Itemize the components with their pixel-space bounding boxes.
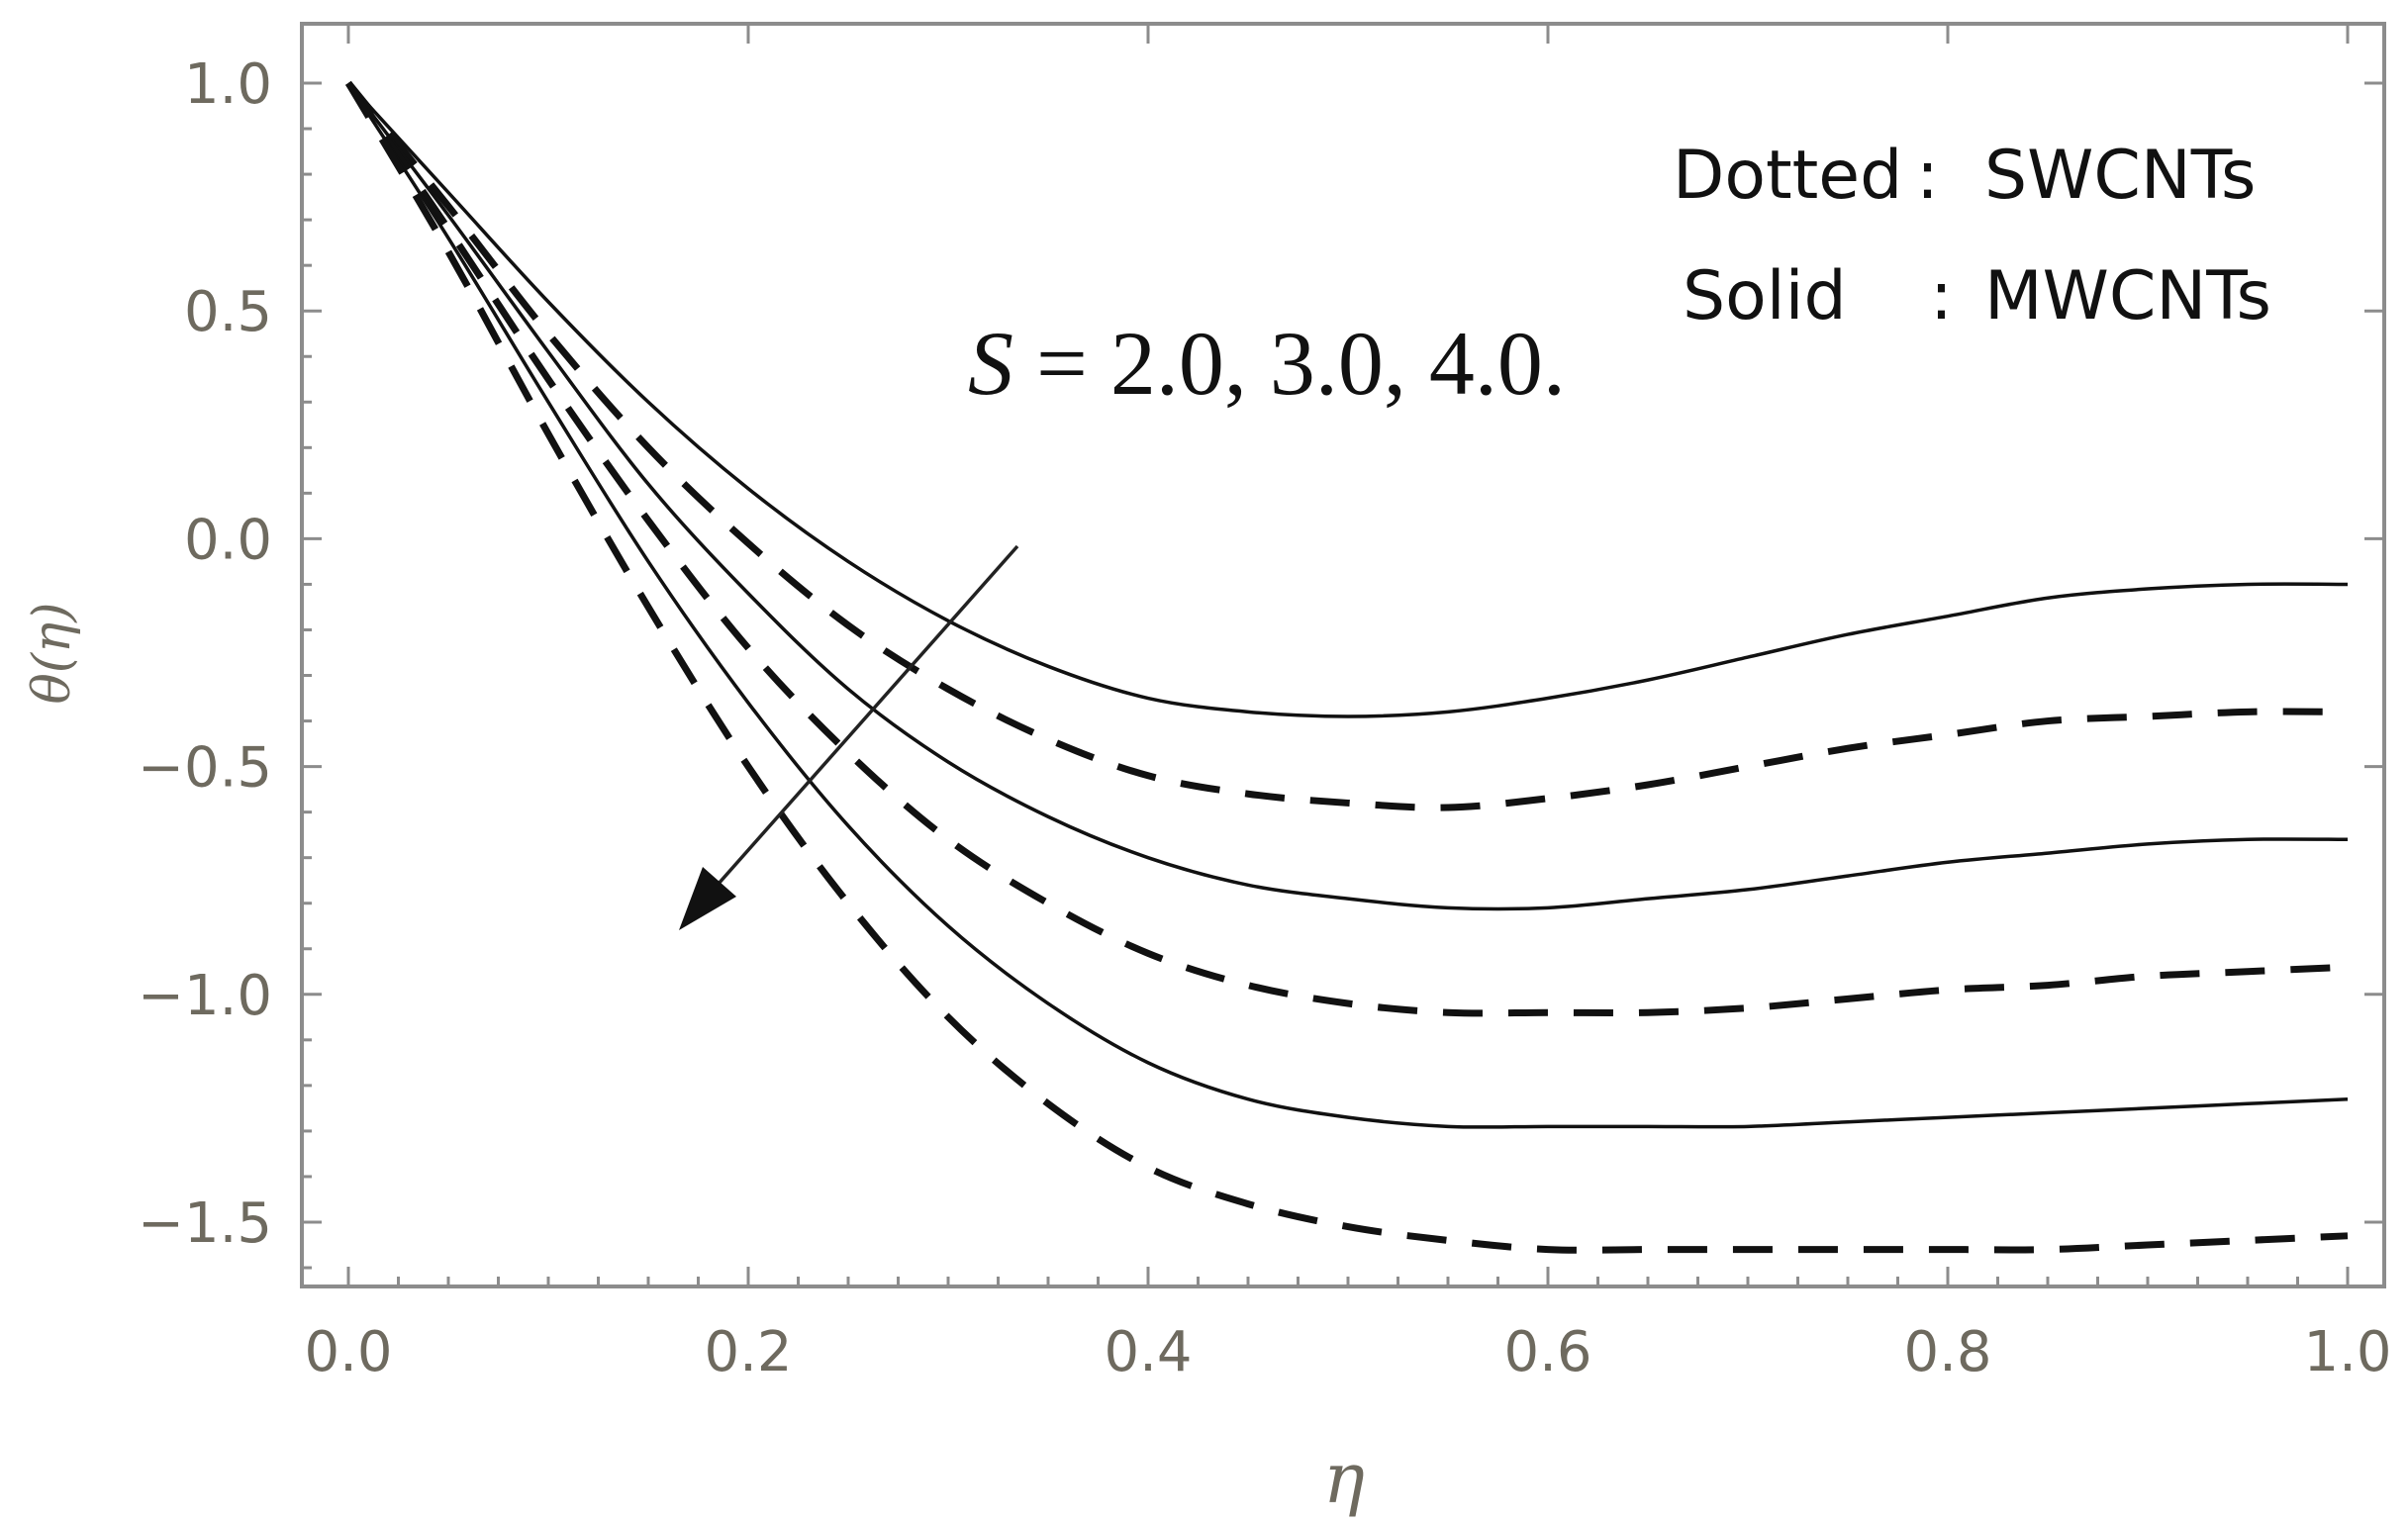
x-tick-label: 0.0: [304, 1320, 392, 1384]
y-tick-label: −1.5: [138, 1191, 272, 1256]
y-tick-label: 1.0: [184, 52, 272, 117]
parameter-annotation: S = 2.0, 3.0, 4.0.: [679, 313, 1566, 930]
series-line-solid-mwcnts: [346, 82, 2349, 1129]
tick-labels: 0.0 0.2 0.4 0.6 0.8 1.0 1.0 0.5 0.0 −0.5 −1.0 −1.5: [138, 52, 2392, 1384]
x-tick-label: 0.6: [1503, 1320, 1591, 1384]
x-axis-label: η: [1323, 1438, 1365, 1519]
x-tick-label: 0.8: [1903, 1320, 1991, 1384]
legend: Dotted : SWCNTs Solid : MWCNTs: [1673, 137, 2271, 335]
x-tick-label: 0.2: [704, 1320, 792, 1384]
y-axis-label: θ(η): [23, 602, 82, 704]
series-line-dashed-swcnts: [345, 81, 2349, 1017]
series-line-dashed-swcnts: [345, 80, 2349, 811]
legend-entry-dotted-label: Dotted: [1673, 137, 1902, 215]
annotation-arrow-head: [679, 867, 736, 930]
series-lines: [344, 80, 2349, 1254]
tick-marks: [302, 24, 2384, 1286]
series-line-solid-mwcnts: [346, 81, 2349, 718]
legend-entry-dotted-separator: :: [1916, 137, 1939, 215]
legend-entry-solid-value: MWCNTs: [1984, 257, 2271, 335]
legend-entry-solid-label: Solid: [1683, 257, 1847, 335]
annotation-values: = 2.0, 3.0, 4.0.: [1013, 313, 1566, 414]
y-tick-label: 0.5: [184, 280, 272, 344]
annotation-arrow-shaft: [693, 544, 1019, 912]
x-tick-label: 0.4: [1104, 1320, 1192, 1384]
x-tick-label: 1.0: [2303, 1320, 2391, 1384]
y-tick-label: −0.5: [138, 736, 272, 801]
svg-text:S = 2.0, 3.0, 4.0.: S = 2.0, 3.0, 4.0.: [968, 313, 1566, 414]
y-tick-label: −1.0: [138, 964, 272, 1028]
plot-frame: [300, 22, 2386, 1288]
legend-entry-solid-separator: :: [1930, 257, 1953, 335]
legend-entry-dotted-value: SWCNTs: [1984, 137, 2256, 215]
annotation-symbol: S: [968, 313, 1013, 414]
y-tick-label: 0.0: [184, 508, 272, 572]
series-line-solid-mwcnts: [346, 81, 2349, 911]
